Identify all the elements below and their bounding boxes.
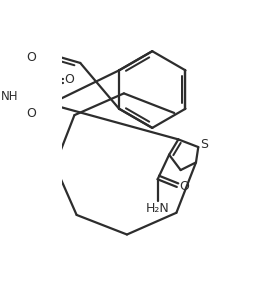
Text: S: S [201,137,208,151]
Text: O: O [179,181,189,194]
Text: NH: NH [1,90,18,103]
Text: O: O [26,107,36,120]
Text: O: O [26,51,36,64]
Text: O: O [64,73,74,86]
Text: H₂N: H₂N [146,202,169,215]
